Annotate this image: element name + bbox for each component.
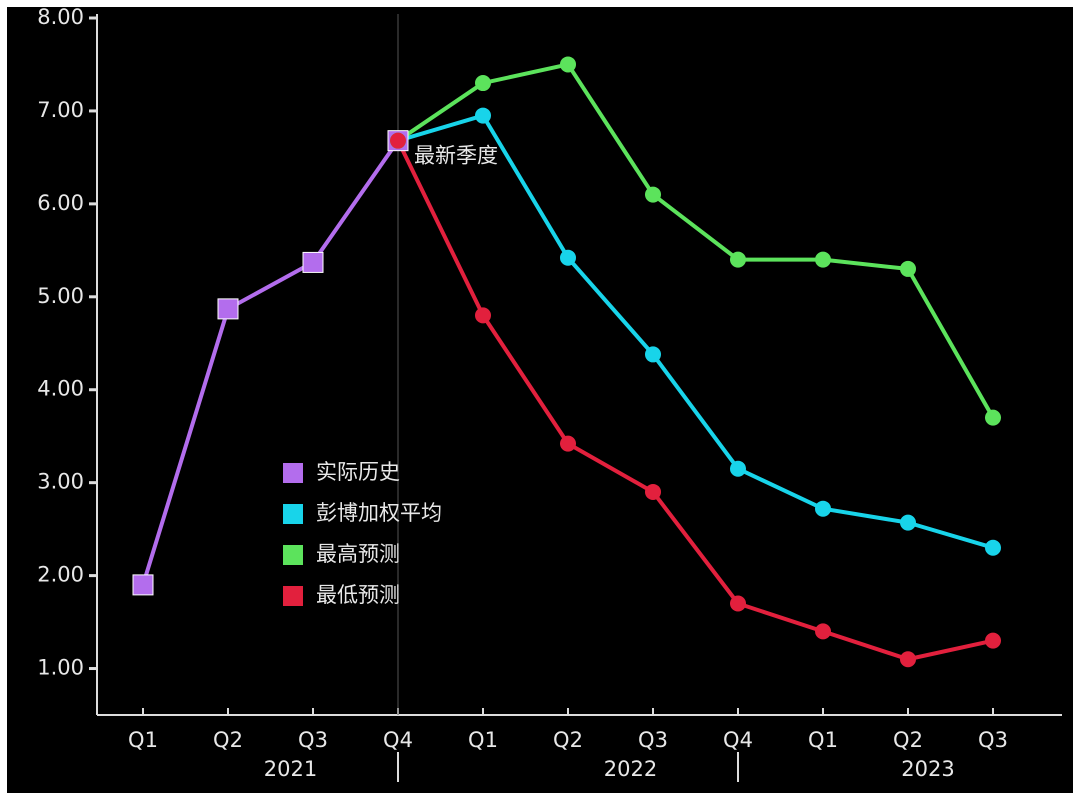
legend-label: 最高预测 (316, 542, 400, 566)
point (217, 298, 239, 320)
point (815, 251, 831, 268)
point (132, 574, 154, 596)
point (475, 75, 491, 92)
annotation: 最新季度 (414, 144, 498, 168)
point (645, 483, 661, 500)
point (985, 539, 1001, 556)
x-group-label: 2021 (264, 757, 317, 781)
point (730, 595, 746, 612)
legend-label: 最低预测 (316, 583, 400, 607)
point (390, 132, 406, 149)
series-line (141, 139, 400, 586)
y-tick-label: 2.00 (37, 563, 84, 587)
series-line (396, 139, 994, 662)
y-tick-label: 4.00 (37, 377, 84, 401)
point (815, 500, 831, 517)
x-tick-label: Q1 (128, 728, 158, 752)
point (302, 251, 324, 273)
legend-swatch (283, 586, 303, 606)
y-tick-label: 6.00 (37, 191, 84, 215)
series-line (397, 113, 994, 550)
x-tick-label: Q1 (808, 728, 838, 752)
point (900, 651, 916, 668)
point (645, 186, 661, 203)
point (985, 409, 1001, 426)
x-group-label: 2022 (604, 757, 657, 781)
legend-label: 实际历史 (316, 460, 400, 484)
point (730, 460, 746, 477)
x-tick-label: Q2 (213, 728, 243, 752)
legend-swatch (283, 504, 303, 524)
point (560, 56, 576, 73)
point (645, 346, 661, 363)
point (475, 107, 491, 124)
x-tick-label: Q3 (978, 728, 1008, 752)
y-tick-label: 3.00 (37, 470, 84, 494)
legend-swatch (283, 545, 303, 565)
x-tick-label: Q2 (893, 728, 923, 752)
legend-swatch (283, 463, 303, 483)
x-tick-label: Q2 (553, 728, 583, 752)
y-tick-label: 5.00 (37, 284, 84, 308)
y-tick-label: 8.00 (37, 5, 84, 29)
x-tick-label: Q3 (298, 728, 328, 752)
y-tick-label: 7.00 (37, 98, 84, 122)
point (475, 307, 491, 324)
legend-label: 彭博加权平均 (316, 501, 442, 525)
point (560, 249, 576, 266)
x-tick-label: Q1 (468, 728, 498, 752)
x-group-label: 2023 (901, 757, 954, 781)
y-tick-label: 1.00 (37, 656, 84, 680)
series-line (396, 62, 995, 419)
point (730, 251, 746, 268)
point (900, 260, 916, 277)
x-tick-label: Q4 (723, 728, 753, 752)
point (900, 514, 916, 531)
point (985, 632, 1001, 649)
point (815, 623, 831, 640)
x-tick-label: Q3 (638, 728, 668, 752)
point (560, 435, 576, 452)
x-tick-label: Q4 (383, 728, 413, 752)
